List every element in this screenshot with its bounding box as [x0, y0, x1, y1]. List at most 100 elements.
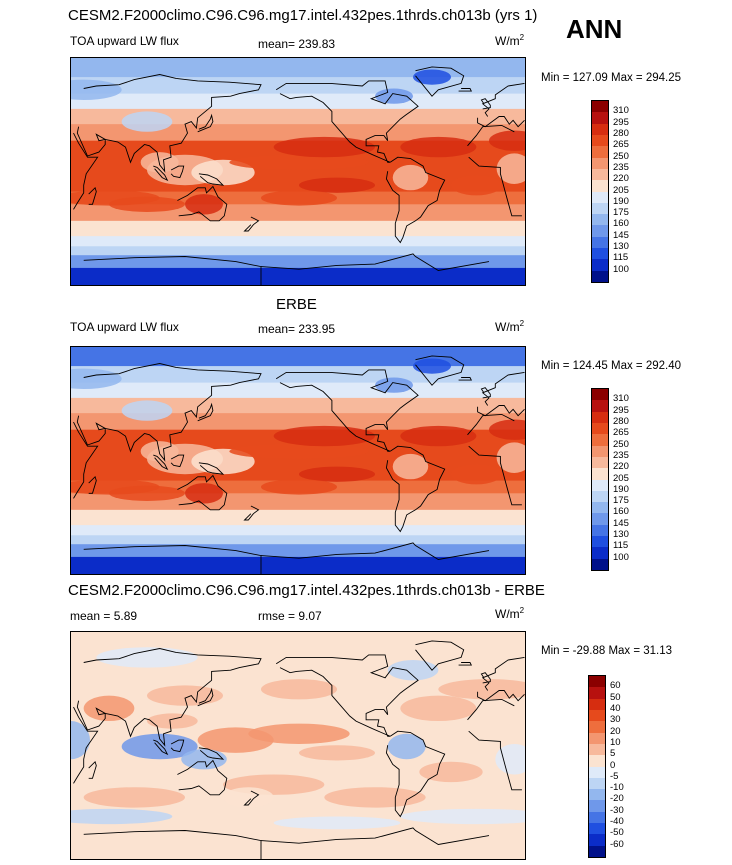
- coastline: [415, 640, 465, 671]
- colorbar-swatch: [592, 468, 608, 480]
- colorbar-tick-label: 190: [613, 195, 629, 207]
- field-blob: [438, 679, 525, 700]
- field-blob: [299, 745, 375, 761]
- colorbar-swatch: [589, 766, 605, 778]
- colorbar-tick-label: 160: [613, 218, 629, 230]
- field-blob: [451, 175, 502, 196]
- colorbar-swatch: [592, 259, 608, 271]
- panel1-map: [70, 57, 526, 286]
- colorbar-tick-label: 250: [613, 150, 629, 162]
- field-band: [71, 77, 525, 95]
- field-blob: [147, 685, 223, 706]
- coastline: [83, 256, 262, 285]
- field-band: [71, 58, 525, 78]
- coastline: [467, 124, 515, 147]
- coastline: [76, 363, 262, 462]
- colorbar-swatch: [592, 146, 608, 158]
- field-band: [71, 509, 525, 526]
- field-blob: [261, 479, 337, 495]
- field-blob: [489, 130, 525, 151]
- colorbar-tick-label: 205: [613, 184, 629, 196]
- colorbar-swatch: [592, 445, 608, 457]
- panel1-minmax: Min = 127.09 Max = 294.25: [541, 72, 682, 84]
- panel3-mean-label: mean = 5.89: [70, 609, 138, 623]
- field-blob: [109, 196, 185, 212]
- coastline: [480, 672, 491, 684]
- field-blob: [109, 485, 185, 501]
- field-blob: [96, 647, 198, 668]
- panel1-units: W/m2: [495, 33, 525, 48]
- colorbar-swatch: [592, 422, 608, 435]
- colorbar-swatch: [589, 823, 605, 835]
- coastline: [468, 445, 522, 506]
- colorbar-swatch: [592, 547, 608, 559]
- colorbar-tick-label: 130: [613, 241, 629, 253]
- field-blob: [375, 88, 413, 104]
- colorbar-tick-label: 0: [610, 759, 616, 771]
- field-blob: [71, 808, 173, 825]
- field-band: [71, 108, 525, 125]
- coastline: [198, 747, 225, 760]
- colorbar-swatch: [592, 112, 608, 124]
- colorbar-tick-label: 250: [613, 438, 629, 450]
- colorbar-tick-label: 205: [613, 472, 629, 484]
- colorbar-swatch: [592, 456, 608, 469]
- field-blob: [413, 69, 451, 85]
- coastline: [481, 656, 525, 691]
- field-band: [71, 124, 525, 142]
- colorbar-tick-label: -5: [610, 770, 619, 782]
- colorbar-swatch: [589, 732, 605, 744]
- coastline: [480, 98, 491, 110]
- colorbar-tick-label: 40: [610, 702, 621, 714]
- colorbar-swatch: [589, 698, 605, 710]
- coastline: [153, 739, 169, 756]
- colorbar-tick-label: 145: [613, 517, 629, 529]
- colorbar-swatch: [589, 709, 605, 722]
- colorbar-swatch: [592, 270, 608, 282]
- coastline: [458, 662, 473, 666]
- coastline: [458, 377, 473, 381]
- colorbar-swatch: [592, 524, 608, 537]
- colorbar-tick-label: 20: [610, 725, 621, 737]
- coastline: [243, 790, 260, 806]
- colorbar-swatch: [592, 490, 608, 503]
- field-band: [71, 366, 525, 384]
- field-blob: [495, 743, 525, 775]
- coastline: [467, 698, 515, 721]
- coastline: [198, 462, 225, 475]
- colorbar-tick-label: 100: [613, 551, 629, 563]
- coastline: [477, 405, 525, 417]
- field-blob: [71, 368, 122, 389]
- coastline: [260, 253, 490, 271]
- coastline: [458, 88, 473, 92]
- colorbar-swatch: [589, 777, 605, 790]
- coastline: [275, 654, 419, 737]
- colorbar-swatch: [592, 191, 608, 203]
- coastline: [260, 542, 490, 560]
- colorbar-tick-label: 280: [613, 415, 629, 427]
- colorbar-tick-label: -60: [610, 838, 624, 850]
- field-band: [71, 525, 525, 536]
- field-blob: [261, 190, 337, 206]
- coastline: [170, 454, 185, 468]
- panel3-title: CESM2.F2000climo.C96.C96.mg17.intel.432p…: [68, 582, 545, 599]
- field-blob: [392, 453, 429, 480]
- colorbar-swatch: [592, 434, 608, 446]
- colorbar-swatch: [592, 236, 608, 249]
- panel2-map: [70, 346, 526, 575]
- coastline: [153, 454, 169, 471]
- field-blob: [299, 177, 375, 193]
- field-blob: [273, 136, 375, 158]
- coastline: [198, 173, 225, 186]
- field-blob: [419, 761, 483, 783]
- coastline: [243, 216, 260, 232]
- coastline: [76, 74, 262, 173]
- colorbar-tick-label: 175: [613, 207, 629, 219]
- colorbar-tick-label: 220: [613, 461, 629, 473]
- coastline: [260, 827, 490, 845]
- coastline: [88, 760, 97, 779]
- colorbar-tick-label: 160: [613, 506, 629, 518]
- colorbar-swatch: [592, 202, 608, 215]
- coastline: [385, 156, 446, 244]
- colorbar-tick-label: 50: [610, 691, 621, 703]
